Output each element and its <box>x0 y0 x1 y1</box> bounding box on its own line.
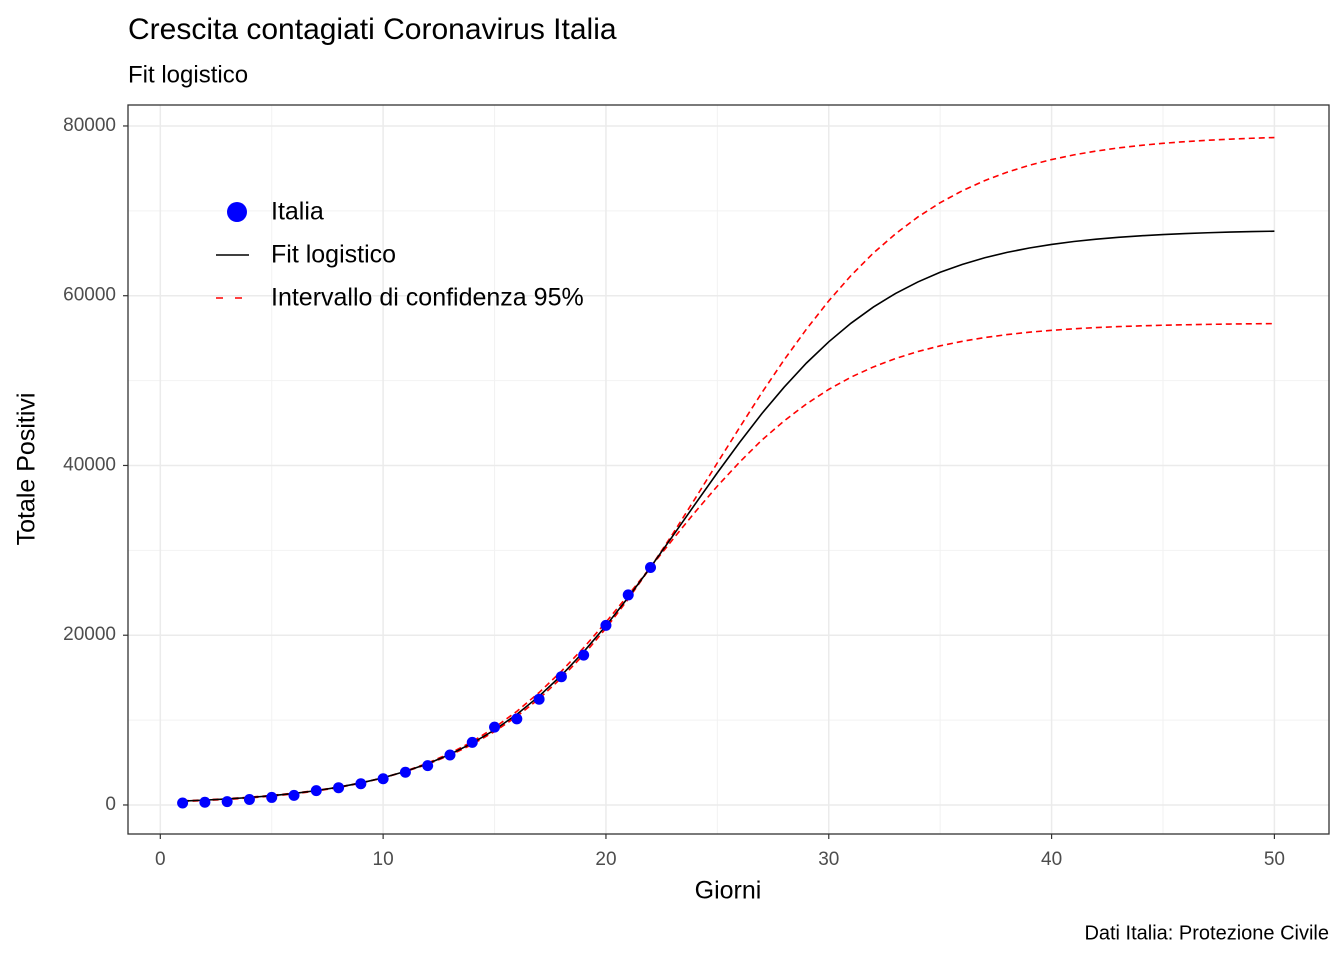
data-point <box>511 713 523 725</box>
x-tick-label: 20 <box>595 849 616 870</box>
caption: Dati Italia: Protezione Civile <box>1084 922 1329 944</box>
data-point <box>377 773 389 785</box>
data-point <box>600 619 612 631</box>
chart-subtitle: Fit logistico <box>128 61 248 88</box>
y-axis-title: Totale Positivi <box>13 393 41 546</box>
y-tick-label: 60000 <box>63 285 116 306</box>
x-tick-label: 40 <box>1041 849 1062 870</box>
legend-label: Italia <box>271 198 324 226</box>
y-tick-label: 80000 <box>63 115 116 136</box>
data-point <box>489 721 501 733</box>
y-tick-label: 40000 <box>63 454 116 475</box>
data-point <box>266 791 278 803</box>
x-tick-label: 10 <box>373 849 394 870</box>
data-point <box>333 782 345 794</box>
legend-symbol <box>227 202 247 222</box>
data-point <box>578 649 590 661</box>
data-point <box>288 789 300 801</box>
data-point <box>355 778 367 790</box>
data-point <box>422 760 434 772</box>
confidence-line <box>182 322 1275 803</box>
data-point <box>444 749 456 761</box>
y-tick-label: 0 <box>105 794 116 815</box>
data-point <box>221 796 233 808</box>
confidence-line <box>182 136 1275 802</box>
data-point <box>466 736 478 748</box>
data-point <box>622 589 634 601</box>
x-tick-label: 0 <box>155 849 166 870</box>
x-axis-title: Giorni <box>695 877 762 905</box>
x-tick-label: 30 <box>818 849 839 870</box>
data-point <box>243 793 255 805</box>
legend-label: Fit logistico <box>271 241 396 269</box>
data-point <box>310 785 322 797</box>
data-point <box>177 797 189 809</box>
data-point <box>199 796 211 808</box>
data-point <box>555 671 567 683</box>
data-point <box>645 561 657 573</box>
plot-border <box>127 104 1330 835</box>
data-point <box>399 766 411 778</box>
chart-title: Crescita contagiati Coronavirus Italia <box>128 13 617 46</box>
x-tick-label: 50 <box>1264 849 1285 870</box>
y-tick-label: 20000 <box>63 624 116 645</box>
data-point <box>533 693 545 705</box>
fit-line <box>182 230 1275 802</box>
legend-label: Intervallo di confidenza 95% <box>271 284 584 312</box>
